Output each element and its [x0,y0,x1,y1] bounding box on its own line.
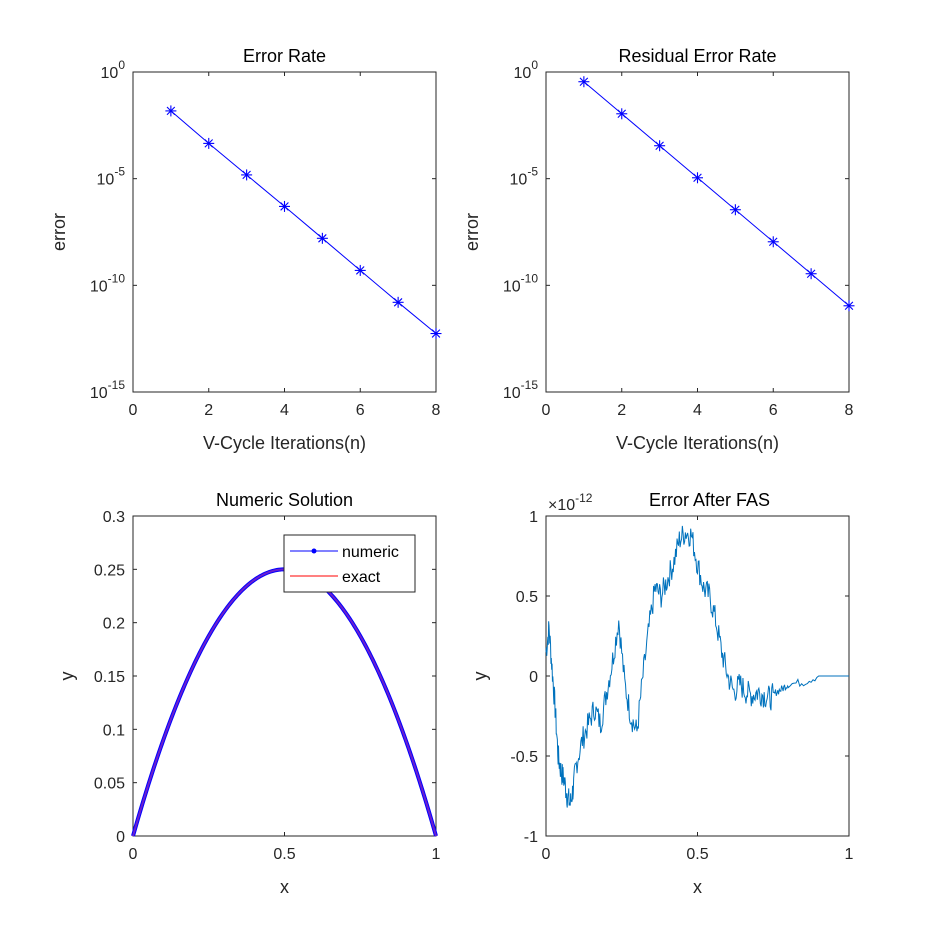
y-tick-label: 100 [101,58,126,82]
error-after-fas-frame [545,515,850,837]
x-tick-label: 4 [280,402,289,419]
x-tick-label: 2 [617,402,626,419]
numeric-solution-axes: 0 0.5 1 0 0.05 0.1 0.15 0.2 0.25 0.3 Numeric Solut… [57,490,441,897]
y-tick-label: 10-10 [503,271,538,295]
y-tick-label: 10-15 [503,378,538,402]
data-point [165,105,177,117]
x-tick-label: 0 [542,846,551,863]
x-tick-label: 0.5 [273,846,295,863]
data-point [805,268,817,280]
x-tick-label: 8 [432,402,441,419]
y-tick-label: 0.05 [94,776,125,793]
residual-error-rate-ylabel: error [462,213,482,251]
x-tick-label: 0.5 [686,846,708,863]
y-tick-label: 0.15 [94,669,125,686]
error-rate-frame [132,71,437,393]
data-point [316,232,328,244]
x-tick-label: 0 [542,402,551,419]
residual-error-rate-title: Residual Error Rate [618,46,776,66]
y-tick-label: 0 [529,669,538,686]
numeric-solution-title: Numeric Solution [216,490,353,510]
error-after-fas-axes: 0 0.5 1 -1 -0.5 0 0.5 1 Error After FAS x y [470,490,854,897]
error-after-fas-ylabel: y [470,672,490,681]
data-point [654,140,666,152]
data-point [430,328,442,340]
data-point [843,300,855,312]
y-tick-label: 10-10 [90,271,125,295]
y-tick-label: 10-15 [90,378,125,402]
residual-error-rate-xlabel: V-Cycle Iterations(n) [616,433,779,453]
error-rate-axes: 0 2 4 6 8 10-15 10-10 10-5 100 Error Rate V-Cycle … [49,46,441,453]
data-point [279,200,290,212]
x-tick-label: 4 [693,402,702,419]
y-tick-label: 0.3 [103,509,125,526]
data-point [692,172,703,184]
y-tick-label: -1 [524,829,538,846]
error-rate-line [170,110,437,334]
legend-entry-exact: exact [290,569,381,586]
x-tick-label: 0 [129,402,138,419]
data-point [616,108,628,120]
legend-marker [311,548,317,554]
exact-series-line [132,568,437,837]
error-rate-title: Error Rate [243,46,326,66]
x-tick-label: 0 [129,846,138,863]
y-tick-label: 10-5 [510,165,539,189]
y-tick-label: 0.25 [94,562,125,579]
y-tick-label: 0 [116,829,125,846]
data-point [767,236,779,248]
y-tick-label: 0.2 [103,616,125,633]
numeric-solution-ylabel: y [57,672,77,681]
data-point [203,137,215,149]
error-after-fas-title: Error After FAS [649,490,770,510]
data-point [354,264,366,276]
data-point [392,296,404,308]
y-tick-label: 100 [514,58,539,82]
y-tick-label: 0.5 [516,589,538,606]
residual-error-rate-line [583,81,850,307]
legend: numeric exact [283,534,416,593]
x-tick-label: 6 [769,402,778,419]
x-tick-label: 1 [845,846,854,863]
data-point [729,204,741,216]
error-after-fas-xlabel: x [693,877,702,897]
y-tick-label: 0.1 [103,722,125,739]
residual-error-rate-frame [545,71,850,393]
data-point [241,169,253,181]
residual-error-rate-axes: 0 2 4 6 8 10-15 10-10 10-5 100 Residual Error Rat… [462,46,854,453]
y-tick-label: 10-5 [97,165,126,189]
error-rate-ylabel: error [49,213,69,251]
x-tick-label: 6 [356,402,365,419]
x-tick-label: 8 [845,402,854,419]
y-tick-label: -0.5 [510,749,538,766]
legend-label: exact [342,569,381,586]
legend-box [283,534,416,593]
numeric-solution-xlabel: x [280,877,289,897]
x-tick-label: 1 [432,846,441,863]
error-rate-xlabel: V-Cycle Iterations(n) [203,433,366,453]
x-tick-label: 2 [204,402,213,419]
legend-label: numeric [342,544,399,561]
fas-error-line [545,525,849,808]
y-tick-label: 1 [529,509,538,526]
data-point [578,76,590,88]
legend-entry-numeric: numeric [290,544,399,561]
scale-factor-label: ×10-12 [548,491,593,514]
